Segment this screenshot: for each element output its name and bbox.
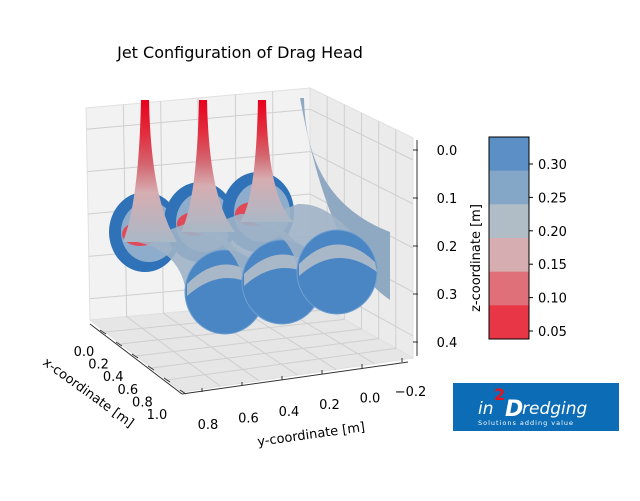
- svg-text:D: D: [505, 397, 523, 422]
- svg-text:in: in: [478, 399, 494, 419]
- jet-spike: [240, 100, 294, 222]
- x-tick-label: 0.6: [117, 383, 138, 398]
- y-tick-label: 0.6: [238, 411, 259, 426]
- x-tick-label: 0.2: [88, 358, 109, 373]
- y-tick-label: −0.2: [395, 385, 427, 400]
- x-axis-line: [89, 323, 183, 395]
- colorbar-tick-label: 0.25: [538, 191, 567, 206]
- in2dredging-logo: in 2 D redging Solutions adding value: [453, 383, 619, 431]
- y-tick-label: 0.8: [198, 418, 219, 433]
- z-tick-label: 0.2: [437, 240, 458, 255]
- z-axis-label: z-coordinate [m]: [469, 204, 484, 312]
- colorbar-band: [489, 305, 529, 340]
- jet-cylinder-top: [299, 244, 377, 276]
- jet-spike: [181, 100, 235, 232]
- colorbar-band: [489, 204, 529, 239]
- z-tick-label: 0.4: [437, 336, 458, 351]
- grid-line: [309, 151, 414, 205]
- x-tick-mark: [115, 341, 123, 347]
- colorbar-band: [489, 170, 529, 205]
- y-tick-label: 0.2: [319, 398, 340, 413]
- jet-spike: [123, 100, 177, 242]
- x-tick-mark: [179, 389, 187, 395]
- x-tick-label: 0.0: [74, 345, 95, 360]
- colorbar-tick-label: 0.05: [538, 325, 567, 340]
- colorbar-band: [489, 271, 529, 306]
- colorbar-tick-label: 0.30: [538, 158, 567, 173]
- x-tick-mark: [147, 365, 155, 371]
- colorbar-frame: [488, 136, 530, 340]
- colorbar: 0.30 0.25 0.20 0.15 0.10 0.05: [489, 137, 567, 340]
- x-tick-label: 0.4: [103, 370, 124, 385]
- x-tick-label: 1.0: [147, 408, 168, 423]
- colorbar-tick-label: 0.15: [538, 258, 567, 273]
- x-tick-mark: [131, 353, 139, 359]
- z-tick-label: 0.3: [437, 288, 458, 303]
- chart-title: Jet Configuration of Drag Head: [116, 43, 363, 62]
- grid-line: [86, 108, 311, 130]
- y-tick-label: 0.0: [360, 392, 381, 407]
- jet-cylinder: [296, 229, 378, 315]
- y-axis-line: [181, 361, 409, 395]
- colorbar-band: [489, 137, 529, 172]
- grid-line: [309, 108, 414, 161]
- y-tick-label: 0.4: [279, 405, 300, 420]
- colorbar-band: [489, 238, 529, 273]
- z-tick-label: 0.1: [437, 192, 458, 207]
- svg-text:2: 2: [494, 385, 505, 404]
- z-tick-label: 0.0: [437, 144, 458, 159]
- colorbar-tick-label: 0.20: [538, 225, 567, 240]
- svg-text:Solutions adding value: Solutions adding value: [478, 419, 574, 427]
- x-tick-mark: [163, 377, 171, 383]
- x-tick-label: 0.8: [132, 395, 153, 410]
- colorbar-tick-label: 0.10: [538, 292, 567, 307]
- svg-text:redging: redging: [522, 399, 588, 419]
- x-tick-mark: [99, 329, 107, 335]
- y-axis-label: y-coordinate [m]: [256, 420, 365, 450]
